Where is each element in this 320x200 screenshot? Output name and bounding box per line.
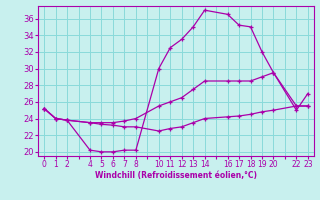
X-axis label: Windchill (Refroidissement éolien,°C): Windchill (Refroidissement éolien,°C) [95,171,257,180]
